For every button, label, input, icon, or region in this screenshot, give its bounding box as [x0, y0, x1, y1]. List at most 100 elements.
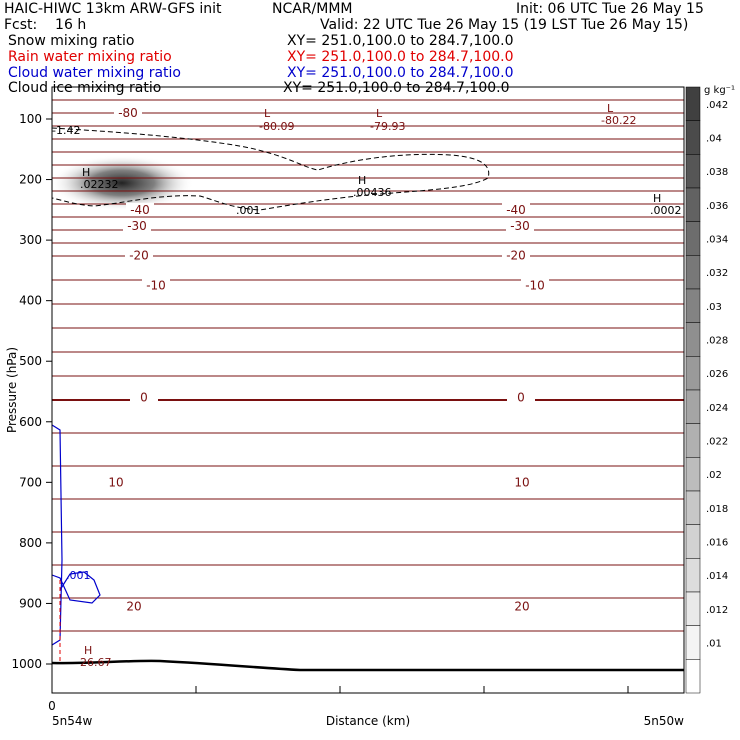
y-axis-label: Pressure (hPa) — [5, 347, 19, 433]
contour-label: 0 — [517, 391, 525, 405]
y-tick-label: 700 — [19, 475, 42, 489]
contour-line — [51, 375, 685, 377]
colorbar-swatch — [685, 490, 701, 525]
high-marker: H — [358, 174, 366, 187]
colorbar-swatch — [685, 322, 701, 357]
colorbar-tick-label: .03 — [706, 302, 722, 313]
y-tick-label: 100 — [19, 112, 42, 126]
y-tick-label: 800 — [19, 536, 42, 550]
x-axis-label: Distance (km) — [326, 714, 410, 728]
contour-line — [51, 327, 685, 329]
contour-label: 10 — [108, 475, 123, 489]
colorbar-tick-label: .016 — [706, 538, 728, 549]
field-rain-name: Rain water mixing ratio — [8, 49, 172, 65]
colorbar-swatch — [685, 356, 701, 391]
contour-label-bg — [120, 599, 148, 613]
contour-label-bg — [508, 475, 536, 489]
colorbar-swatch — [685, 255, 701, 290]
contour-label-bg — [102, 475, 130, 489]
contour-line — [51, 164, 685, 166]
colorbar-tick-label: .022 — [706, 437, 728, 448]
high-marker: H — [653, 192, 661, 205]
extremum-value: -79.93 — [370, 120, 405, 133]
colorbar-swatch — [685, 187, 701, 222]
contour-label: 20 — [126, 599, 141, 613]
extremum-value: -80.09 — [259, 120, 294, 133]
y-tick-label: 400 — [19, 294, 42, 308]
contour-line — [51, 99, 685, 101]
colorbar-tick-label: .028 — [706, 336, 728, 347]
colorbar-swatch — [685, 288, 701, 323]
colorbar-tick-label: .036 — [706, 201, 728, 212]
field-cloudice-name: Cloud ice mixing ratio — [8, 80, 162, 96]
contour-label: 10 — [514, 475, 529, 489]
contour-label: -30 — [510, 219, 530, 233]
extremum-value: 26.67 — [80, 656, 112, 669]
extremum-value: .00436 — [353, 186, 392, 199]
low-marker: L — [264, 107, 271, 120]
source-label: NCAR/MMM — [272, 1, 353, 17]
contour-line — [51, 465, 685, 467]
terrain-line — [51, 659, 684, 672]
y-tick-label: 600 — [19, 415, 42, 429]
contour-label-bg — [130, 390, 158, 404]
field-cloudice-xy: XY= 251.0,100.0 to 284.7,100.0 — [283, 80, 510, 96]
contour-label: 20 — [514, 599, 529, 613]
colorbar-swatch — [685, 625, 701, 660]
contour-line — [51, 177, 685, 179]
valid-time: Valid: 22 UTC Tue 26 May 15 (19 LST Tue … — [320, 17, 689, 33]
field-snow-name: Snow mixing ratio — [8, 33, 135, 49]
extremum-value: .02232 — [80, 178, 119, 191]
colorbar-swatch — [685, 524, 701, 559]
colorbar-swatch — [685, 591, 701, 626]
colorbar-tick-label: .038 — [706, 167, 728, 178]
colorbar-swatch — [685, 154, 701, 189]
forecast-hour: Fcst: 16 h — [4, 17, 87, 33]
field-cloudwater-name: Cloud water mixing ratio — [8, 65, 181, 81]
colorbar-swatch — [685, 558, 701, 593]
extremum-value: .0002 — [650, 204, 682, 217]
y-tick-label: 900 — [19, 596, 42, 610]
colorbar-swatch — [685, 389, 701, 424]
contour-label-bg — [506, 219, 534, 233]
colorbar-tick-label: .018 — [706, 504, 728, 515]
x-right-location: 5n50w — [644, 714, 685, 728]
colorbar-swatch — [685, 86, 701, 121]
contour-label: -40 — [130, 203, 150, 217]
contour-annotation: .001 — [66, 569, 91, 582]
colorbar-tick-label: .012 — [706, 605, 728, 616]
contour-line — [51, 242, 685, 244]
contour-label: -30 — [127, 219, 147, 233]
contour-label: 0 — [140, 391, 148, 405]
field-cloudwater-xy: XY= 251.0,100.0 to 284.7,100.0 — [287, 65, 514, 81]
cloud-ice-contour — [51, 127, 490, 211]
contour-line — [51, 125, 685, 127]
colorbar-tick-label: .01 — [706, 639, 722, 650]
plot-frame — [51, 86, 685, 694]
contour-line — [51, 398, 685, 402]
contour-label: -10 — [146, 279, 166, 293]
contour-line — [51, 498, 685, 500]
colorbar-tick-label: .024 — [706, 403, 728, 414]
cloud-water-contour-lower — [51, 571, 101, 604]
contour-label: -80 — [118, 106, 138, 120]
colorbar-tick-label: .032 — [706, 268, 728, 279]
low-marker: L — [607, 102, 614, 115]
extremum-value: -80.22 — [601, 114, 636, 127]
cloud-water-contour — [51, 424, 63, 646]
y-tick-label: 300 — [19, 233, 42, 247]
contour-label: -20 — [129, 248, 149, 262]
colorbar-units: g kg⁻¹ — [704, 85, 735, 96]
colorbar-swatch — [685, 120, 701, 155]
colorbar-tick-label: .026 — [706, 369, 728, 380]
contour-label-bg — [125, 248, 153, 262]
field-snow-xy: XY= 251.0,100.0 to 284.7,100.0 — [287, 33, 514, 49]
y-tick-label: 500 — [19, 354, 42, 368]
colorbar-swatch — [685, 221, 701, 256]
contour-label-bg — [502, 202, 530, 216]
contour-line — [51, 303, 685, 305]
low-marker: L — [376, 107, 383, 120]
plot-title: HAIC-HIWC 13km ARW-GFS init — [4, 1, 222, 17]
contour-label-bg — [123, 219, 151, 233]
